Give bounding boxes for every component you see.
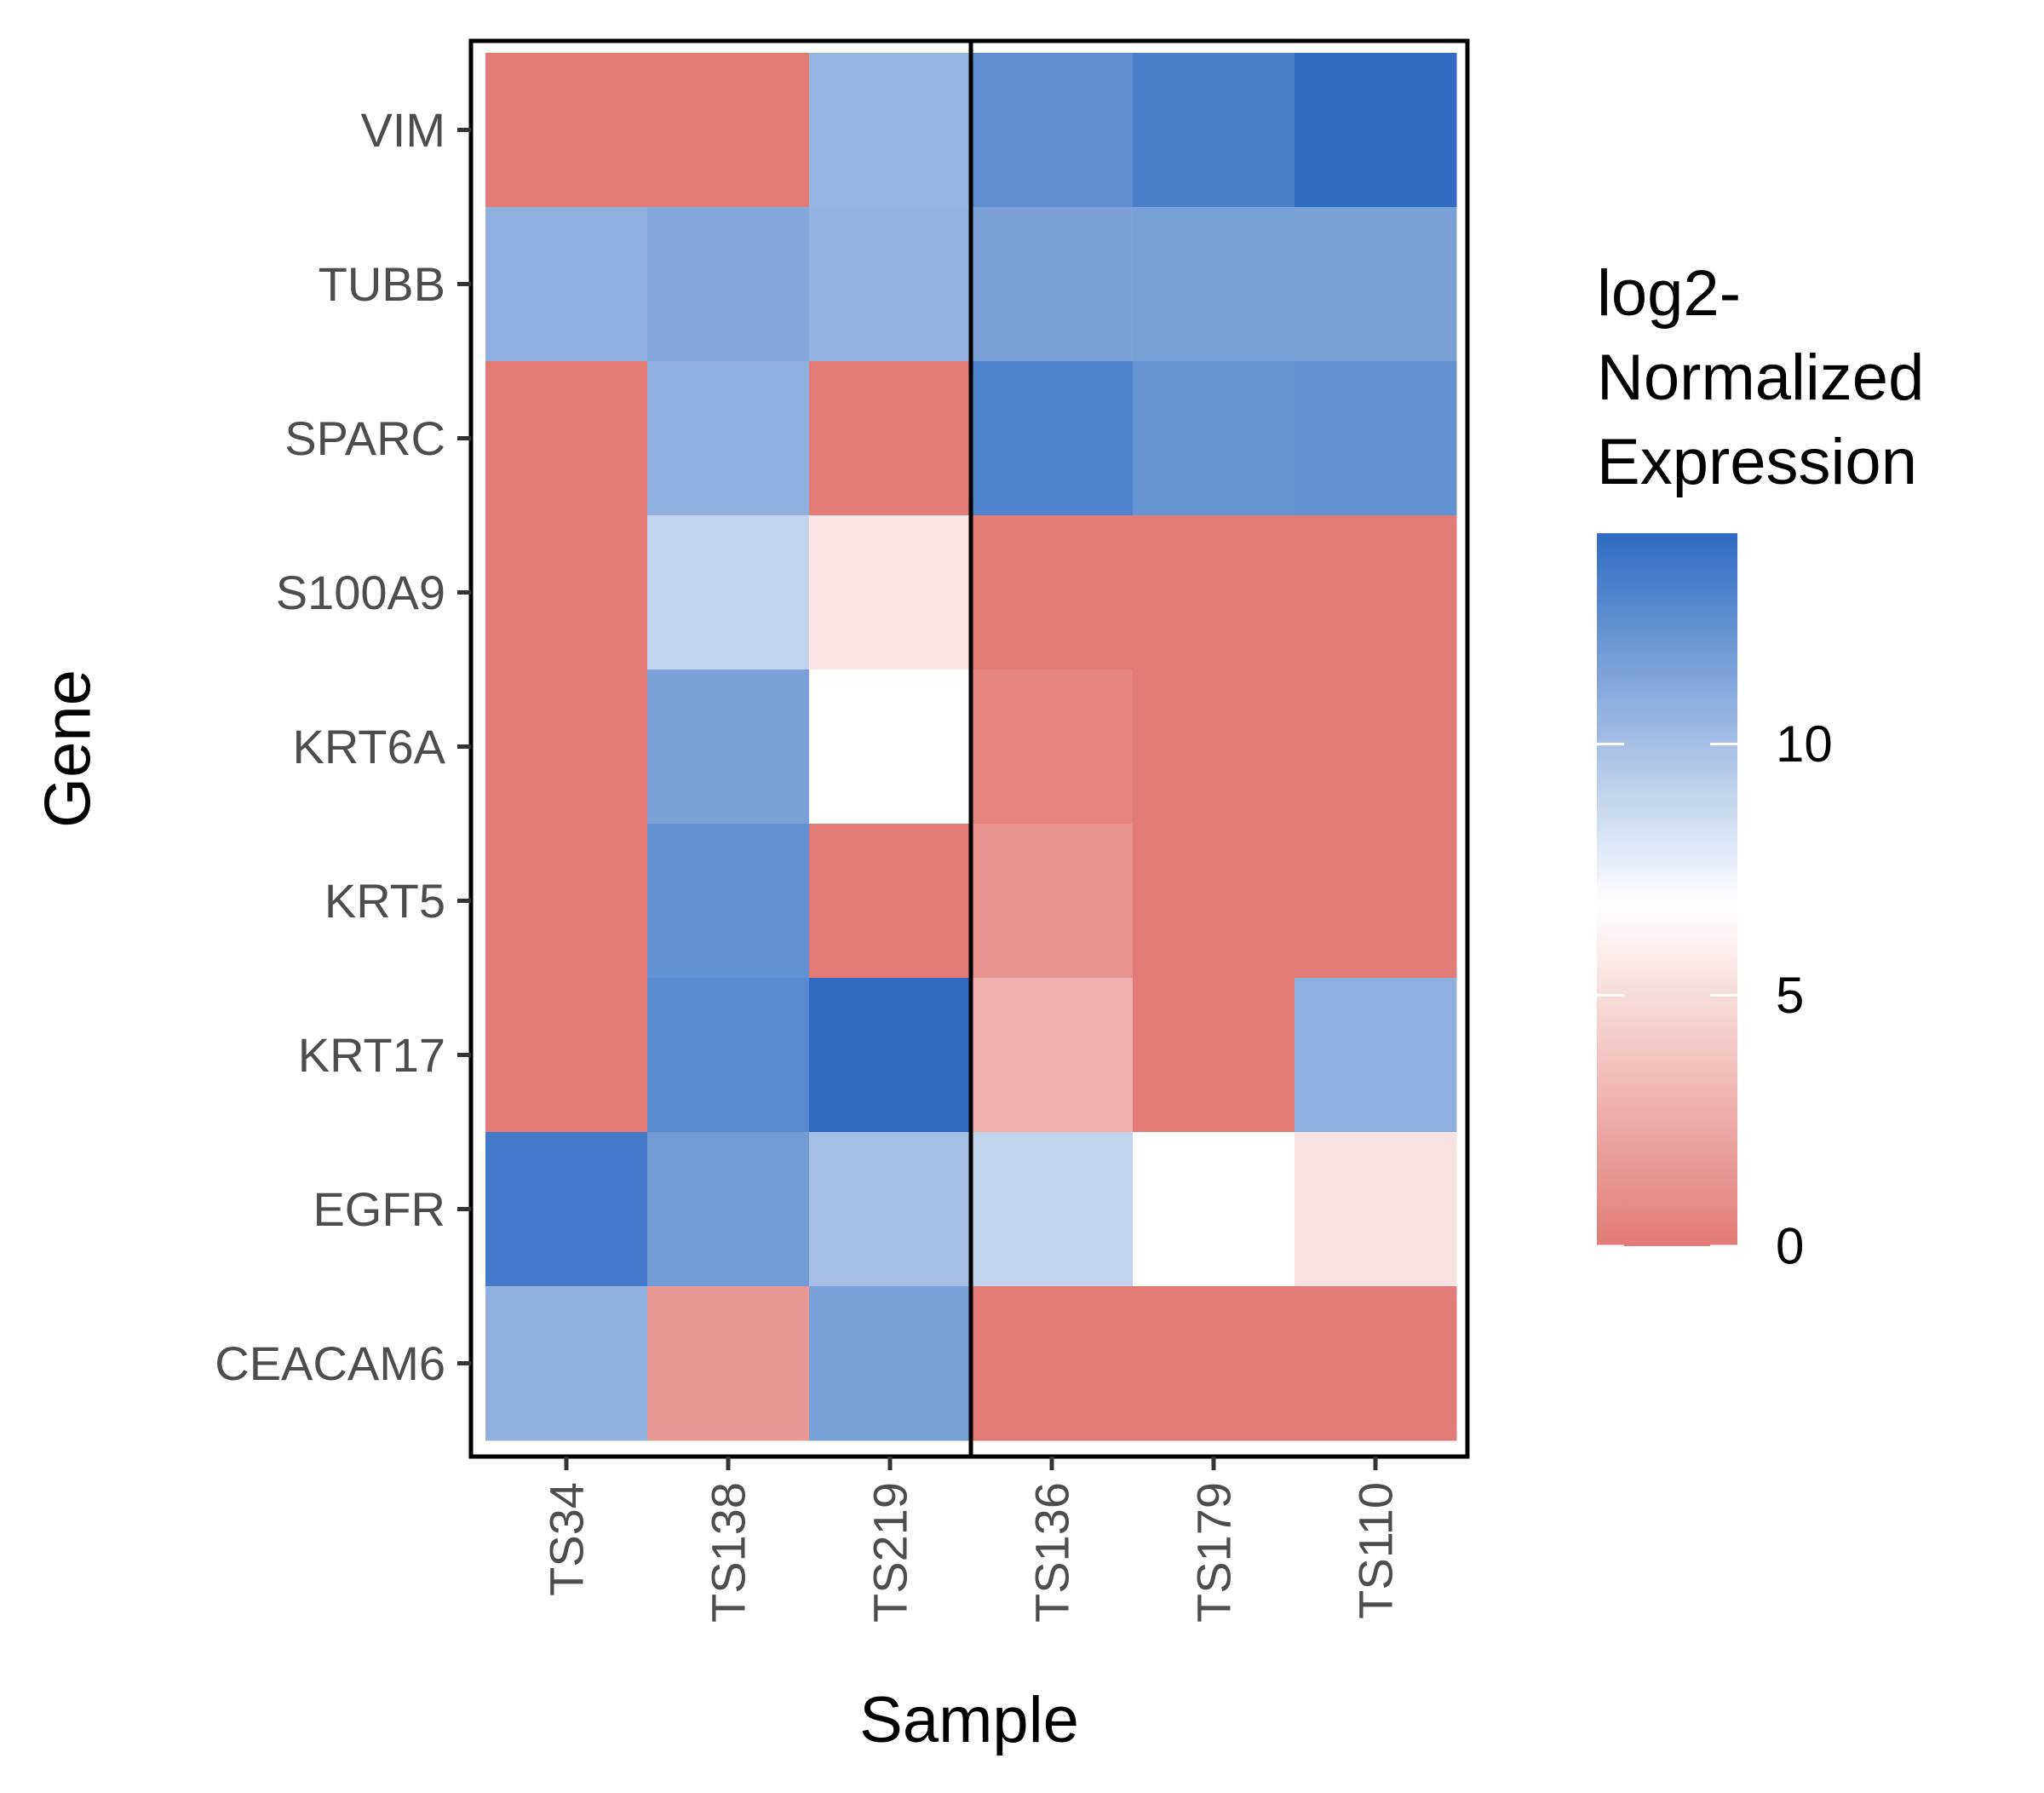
- heatmap-cell-VIM-TS136: [971, 53, 1134, 208]
- heatmap-cell-KRT5-TS34: [485, 824, 648, 979]
- legend-tick-label: 0: [1776, 1218, 1804, 1275]
- y-tick-label: TUBB: [319, 257, 445, 311]
- heatmap-cell-KRT17-TS110: [1295, 978, 1457, 1133]
- legend-title-line: log2-: [1597, 257, 1741, 330]
- heatmap-cell-KRT17-TS34: [485, 978, 648, 1133]
- y-tick-label: KRT6A: [293, 720, 446, 773]
- heatmap-cell-EGFR-TS179: [1133, 1132, 1295, 1287]
- heatmap-cell-KRT17-TS179: [1133, 978, 1295, 1133]
- x-tick-label: TS219: [864, 1482, 917, 1623]
- heatmap-cell-EGFR-TS110: [1295, 1132, 1457, 1287]
- heatmap-cell-TUBB-TS110: [1295, 207, 1457, 362]
- heatmap-cell-KRT6A-TS110: [1295, 670, 1457, 825]
- heatmap-cell-S100A9-TS34: [485, 515, 648, 670]
- x-tick-label: TS34: [540, 1482, 594, 1596]
- heatmap-cell-KRT17-TS219: [809, 978, 972, 1133]
- heatmap-cell-KRT5-TS136: [971, 824, 1134, 979]
- heatmap-cell-VIM-TS110: [1295, 53, 1457, 208]
- heatmap-cell-KRT6A-TS138: [647, 670, 810, 825]
- heatmap-cell-EGFR-TS138: [647, 1132, 810, 1287]
- y-tick-label: KRT5: [324, 874, 445, 928]
- heatmap-cell-KRT6A-TS136: [971, 670, 1134, 825]
- heatmap-cell-CEACAM6-TS34: [485, 1286, 648, 1441]
- heatmap-cell-CEACAM6-TS179: [1133, 1286, 1295, 1441]
- heatmap-cell-EGFR-TS136: [971, 1132, 1134, 1287]
- heatmap-cell-KRT17-TS136: [971, 978, 1134, 1133]
- heatmap-cell-SPARC-TS219: [809, 361, 972, 516]
- y-tick-label: EGFR: [313, 1182, 445, 1236]
- legend-title-line: Expression: [1597, 426, 1917, 498]
- heatmap-cell-S100A9-TS179: [1133, 515, 1295, 670]
- heatmap-cell-KRT17-TS138: [647, 978, 810, 1133]
- y-tick-label: KRT17: [298, 1028, 445, 1082]
- heatmap-cell-CEACAM6-TS219: [809, 1286, 972, 1441]
- heatmap-cell-KRT5-TS110: [1295, 824, 1457, 979]
- heatmap-cell-TUBB-TS34: [485, 207, 648, 362]
- heatmap-cell-KRT6A-TS219: [809, 670, 972, 825]
- heatmap-cell-SPARC-TS179: [1133, 361, 1295, 516]
- y-tick-label: CEACAM6: [215, 1336, 445, 1390]
- heatmap-cell-CEACAM6-TS110: [1295, 1286, 1457, 1441]
- heatmap-cell-TUBB-TS138: [647, 207, 810, 362]
- heatmap-cell-SPARC-TS136: [971, 361, 1134, 516]
- heatmap-cell-VIM-TS179: [1133, 53, 1295, 208]
- heatmap-cell-CEACAM6-TS136: [971, 1286, 1134, 1441]
- heatmap-cell-EGFR-TS219: [809, 1132, 972, 1287]
- legend-colorbar: [1597, 533, 1737, 1246]
- y-tick-label: SPARC: [284, 411, 445, 465]
- heatmap-cell-S100A9-TS110: [1295, 515, 1457, 670]
- heatmap-cell-KRT6A-TS179: [1133, 670, 1295, 825]
- heatmap-cell-TUBB-TS136: [971, 207, 1134, 362]
- heatmap-cell-S100A9-TS136: [971, 515, 1134, 670]
- heatmap-cell-KRT6A-TS34: [485, 670, 648, 825]
- heatmap-cell-CEACAM6-TS138: [647, 1286, 810, 1441]
- heatmap-cell-S100A9-TS138: [647, 515, 810, 670]
- heatmap-cell-VIM-TS34: [485, 53, 648, 208]
- heatmap-cell-KRT5-TS138: [647, 824, 810, 979]
- heatmap-cell-VIM-TS219: [809, 53, 972, 208]
- heatmap-cell-KRT5-TS219: [809, 824, 972, 979]
- legend-title-line: Normalized: [1597, 342, 1924, 414]
- legend-tick-label: 10: [1776, 715, 1833, 773]
- heatmap-cell-S100A9-TS219: [809, 515, 972, 670]
- x-tick-label: TS136: [1025, 1482, 1079, 1623]
- y-axis-title: Gene: [32, 670, 105, 828]
- x-tick-label: TS138: [702, 1482, 755, 1623]
- heatmap-cell-SPARC-TS110: [1295, 361, 1457, 516]
- x-tick-label: TS179: [1187, 1482, 1241, 1623]
- heatmap-cell-VIM-TS138: [647, 53, 810, 208]
- y-tick-label: S100A9: [276, 566, 445, 619]
- y-tick-label: VIM: [360, 103, 445, 157]
- legend-tick-label: 5: [1776, 967, 1804, 1024]
- x-tick-label: TS110: [1349, 1482, 1403, 1619]
- heatmap-cell-TUBB-TS219: [809, 207, 972, 362]
- heatmap-cell-SPARC-TS138: [647, 361, 810, 516]
- heatmap-cell-TUBB-TS179: [1133, 207, 1295, 362]
- heatmap-cell-SPARC-TS34: [485, 361, 648, 516]
- heatmap-cell-EGFR-TS34: [485, 1132, 648, 1287]
- heatmap-cell-KRT5-TS179: [1133, 824, 1295, 979]
- x-axis-title: Sample: [859, 1684, 1079, 1756]
